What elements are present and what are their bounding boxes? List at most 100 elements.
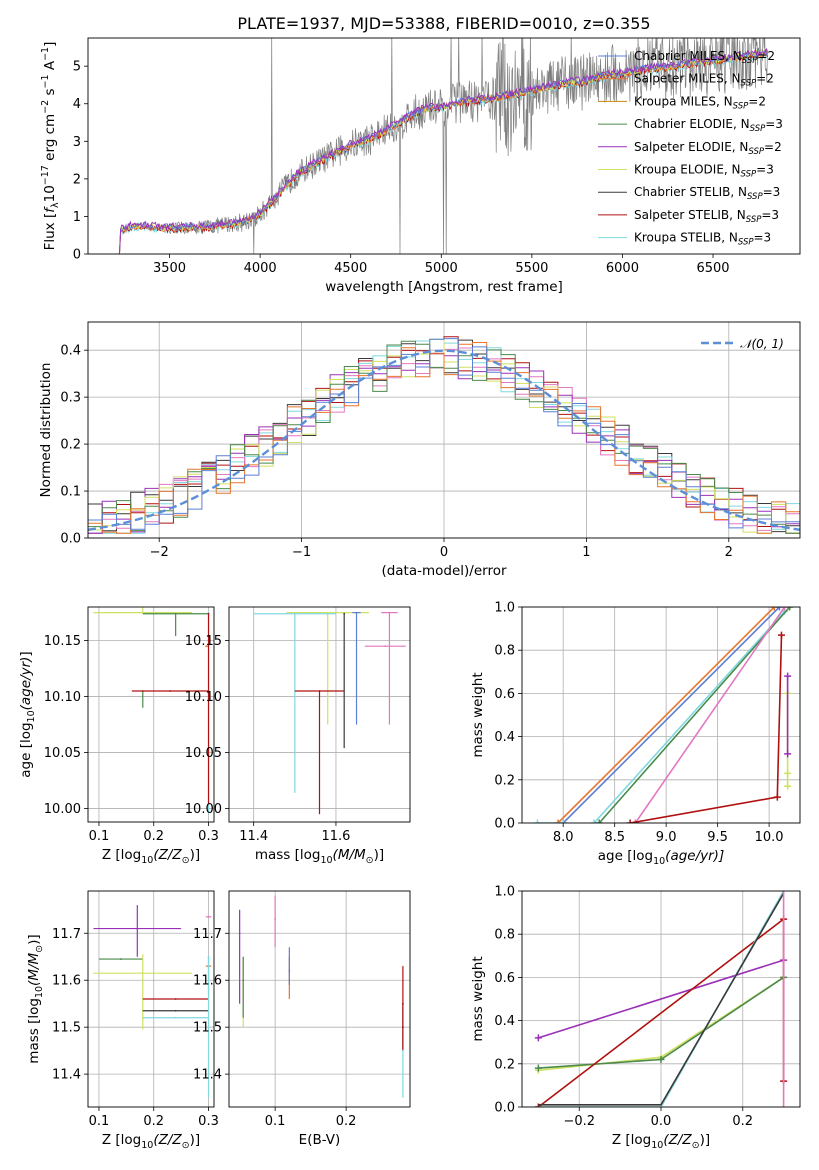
legend-entry: Salpeter STELIB, NSSP=3: [634, 208, 779, 225]
legend-sub: SSP: [748, 147, 764, 157]
weight-marker: [631, 819, 639, 823]
y-axis-label: mass weight: [470, 956, 486, 1041]
label-part: s: [42, 88, 58, 99]
label-part: ⊙: [366, 855, 374, 866]
y-axis-label: mass [log10(M/M⊙)]: [26, 934, 45, 1063]
data-point: [136, 927, 139, 930]
legend-entry: Kroupa MILES, NSSP=2: [634, 94, 766, 111]
data-point: [205, 645, 208, 648]
x-tick-label: 0.0: [651, 1114, 672, 1129]
data-point: [318, 690, 321, 692]
weight-marker: [534, 1034, 542, 1042]
data-point: [174, 1016, 177, 1019]
legend-sub: SSP: [747, 192, 763, 202]
weight-marker: [784, 782, 792, 790]
label-part: 10: [42, 185, 58, 202]
label-part: (age/yr): [18, 657, 34, 711]
x-tick-label: 9.0: [656, 830, 677, 845]
y-tick-label: 10.05: [44, 746, 81, 761]
y-tick-label: 0.6: [494, 971, 515, 986]
y-tick-label: 1.0: [494, 601, 515, 616]
legend-sub: SSP: [741, 170, 757, 180]
axes-frame: [87, 321, 801, 539]
label-part: 10: [34, 986, 45, 998]
weight-marker: [784, 769, 792, 777]
y-axis-label: Flux [fλ10−17 erg cm−2 s−1 A−1]: [40, 42, 61, 251]
label-part: ⊙: [34, 945, 45, 953]
legend-text: Kroupa STELIB, N: [634, 231, 738, 245]
legend-entry: Salpeter MILES, NSSP=2: [634, 72, 774, 89]
legend-text: Kroupa ELODIE, N: [634, 163, 741, 177]
data-point: [402, 1049, 404, 1052]
data-point: [242, 979, 245, 982]
data-point: [326, 611, 329, 614]
data-point: [384, 645, 387, 648]
x-tick-label: 0.2: [336, 1114, 357, 1129]
legend-sub: SSP: [742, 56, 758, 66]
legend-tail: =3: [756, 163, 774, 177]
data-point: [388, 611, 391, 614]
x-tick-label: 0.3: [198, 829, 219, 844]
x-tick-label: 1: [582, 545, 590, 560]
weight-line-chabrier_elodie: [598, 607, 791, 823]
legend-tail: =2: [756, 72, 774, 86]
data-point: [293, 612, 296, 615]
x-tick-label: 11.4: [239, 829, 268, 844]
weight-marker: [559, 819, 567, 823]
x-tick-label: 9.5: [707, 830, 728, 845]
legend-sub: SSP: [746, 215, 762, 225]
plot-area-residuals: [88, 322, 800, 538]
y-tick-label: 3: [73, 135, 81, 150]
label-part: 10: [651, 1140, 663, 1151]
y-tick-label: 0.8: [494, 928, 515, 943]
axes-frame: [87, 37, 801, 255]
plot-area-mass_weight_vs_age: [522, 607, 800, 823]
panel-mass_vs_ebv: 0.1 0.2 11.4 11.5 11.6 11.7 E(B-V): [193, 890, 411, 1148]
y-tick-label: 10.15: [185, 634, 222, 649]
label-part: −1: [40, 47, 51, 61]
y-axis-label: Normed distribution: [38, 363, 54, 498]
data-point: [207, 612, 210, 615]
y-tick-label: 0.0: [494, 817, 515, 832]
legend-entry: Kroupa ELODIE, NSSP=3: [634, 163, 774, 180]
label-part: mass [log: [255, 847, 321, 863]
legend-text: Chabrier ELODIE, N: [634, 117, 750, 131]
x-tick-label: 5500: [515, 261, 548, 276]
y-tick-label: 0.4: [494, 1014, 515, 1029]
legend-text: Salpeter STELIB, N: [634, 208, 746, 222]
legend-sub: SSP: [750, 124, 766, 134]
panel-residuals: −2 −1 0 1 2 0.0 0.1 0.2 0.3 0.4 (data-model)/error…: [38, 321, 801, 579]
weight-marker: [595, 819, 603, 823]
x-axis-label: mass [log10(M/M⊙)]: [255, 847, 384, 866]
x-tick-label: 0.1: [265, 1114, 286, 1129]
label-part: 10: [653, 856, 665, 867]
y-tick-label: 10.10: [44, 690, 81, 705]
x-tick-label: 10.0: [755, 830, 784, 845]
label-part: erg cm: [42, 114, 58, 165]
weight-marker: [775, 607, 783, 611]
y-tick-label: 11.5: [193, 1021, 222, 1036]
legend-entry: Chabrier STELIB, NSSP=3: [634, 185, 780, 202]
x-axis-label: Z [log10(Z/Z⊙)]: [102, 1132, 200, 1151]
x-axis-label: Z [log10(Z/Z⊙)]: [612, 1132, 710, 1151]
label-part: Z [log: [102, 847, 141, 863]
label-part: 10: [320, 855, 332, 866]
label-part: λ: [50, 202, 61, 208]
data-point: [402, 1002, 404, 1005]
data-point: [141, 972, 144, 975]
data-point: [174, 612, 177, 615]
axes-frame: [87, 890, 215, 1108]
y-tick-label: 11.6: [193, 974, 222, 989]
panel-spectrum: 3500 4000 4500 5000 5500 6000 6500 0 1 2 3 4 5 wavele…: [40, 37, 801, 295]
label-part: 10: [141, 855, 153, 866]
panels: 3500 4000 4500 5000 5500 6000 6500 0 1 2 3 4 5 wavele…: [18, 37, 801, 1151]
legend-entry: Chabrier MILES, NSSP=2: [634, 49, 775, 66]
label-part: ⊙: [182, 855, 190, 866]
label-part: mass [log: [26, 998, 42, 1064]
legend-tail: =3: [765, 117, 783, 131]
legend-tail: =3: [754, 231, 772, 245]
legend-sub: SSP: [738, 238, 754, 248]
panel-age_vs_mass: 11.4 11.6 10.00 10.05 10.10 10.15 mass [log10(…: [185, 606, 411, 866]
weight-marker: [784, 672, 792, 680]
